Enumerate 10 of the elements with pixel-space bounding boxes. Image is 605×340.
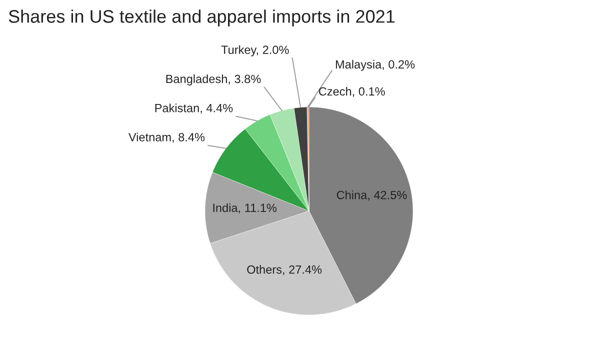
slice-label: Others, 27.4% [247, 265, 322, 276]
slice-label: China, 42.5% [336, 190, 407, 201]
slice-label: India, 11.1% [213, 203, 277, 214]
slice-label: Pakistan, 4.4% [155, 104, 233, 114]
slice-label: Turkey, 2.0% [221, 45, 289, 56]
slice-label: Vietnam, 8.4% [128, 132, 205, 143]
slice-label: Bangladesh, 3.8% [166, 74, 261, 86]
slice-label: Malaysia, 0.2% [336, 60, 415, 71]
slice-label: Czech, 0.1% [318, 86, 385, 98]
chart-title: Shares in US textile and apparel imports in 2021 [8, 10, 395, 26]
